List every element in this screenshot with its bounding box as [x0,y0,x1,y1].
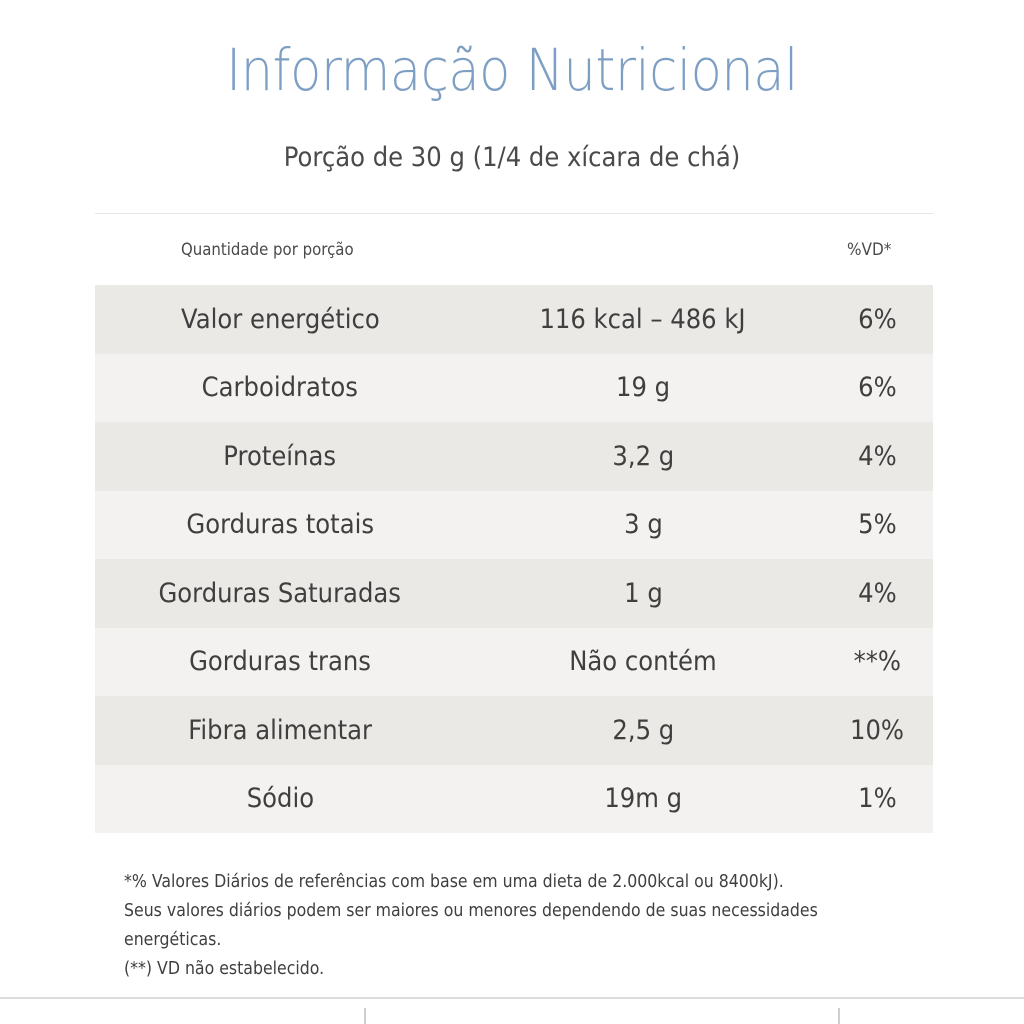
nutrient-amount: 3 g [623,509,663,541]
nutrient-name: Gorduras trans [189,646,371,678]
nutrient-amount: 1 g [623,577,663,609]
table-row: Proteínas 3,2 g 4% [95,422,933,491]
nutrient-amount: 19m g [604,783,682,815]
table-row: Gorduras totais 3 g 5% [95,490,933,559]
footnote-line: (**) VD não estabelecido. [124,959,325,979]
nutrient-vd: 6% [857,372,897,404]
footnote-line: energéticas. [124,930,222,950]
divider [364,1008,366,1024]
divider [838,1008,840,1024]
table-row: Gorduras trans Não contém **% [95,627,933,696]
daily-value-label: %VD* [847,240,892,260]
nutrient-name: Gorduras totais [186,509,374,541]
nutrient-vd: 10% [849,714,904,746]
nutrient-vd: 5% [857,509,897,541]
table-row: Sódio 19m g 1% [95,764,933,833]
nutrient-vd: 6% [857,303,897,335]
nutrient-amount: 116 kcal – 486 kJ [539,303,747,335]
page-title: Informação Nutricional [226,36,798,104]
table-row: Carboidratos 19 g 6% [95,353,933,422]
table-row: Valor energético 116 kcal – 486 kJ 6% [95,285,933,354]
nutrient-name: Fibra alimentar [188,714,372,746]
nutrient-amount: 3,2 g [612,440,674,472]
nutrient-vd: 1% [857,783,897,815]
nutrient-vd: 4% [857,440,897,472]
table-header: Quantidade por porção %VD* [95,236,933,268]
nutrient-name: Proteínas [223,440,337,472]
table-row: Gorduras Saturadas 1 g 4% [95,559,933,628]
footnote: *% Valores Diários de referências com ba… [124,868,884,984]
table-row: Fibra alimentar 2,5 g 10% [95,696,933,765]
footnote-line: Seus valores diários podem ser maiores o… [124,901,818,921]
footnote-line: *% Valores Diários de referências com ba… [124,872,784,892]
quantity-per-serving-label: Quantidade por porção [181,240,354,260]
nutrient-vd: 4% [857,577,897,609]
divider [95,213,933,214]
nutrient-amount: Não contém [569,646,717,678]
nutrient-name: Carboidratos [201,372,359,404]
nutrient-name: Sódio [246,783,314,815]
nutrient-amount: 2,5 g [612,714,674,746]
nutrition-table: Valor energético 116 kcal – 486 kJ 6% Ca… [95,285,933,833]
divider [0,997,1024,999]
nutrient-name: Gorduras Saturadas [158,577,402,609]
serving-size: Porção de 30 g (1/4 de xícara de chá) [283,142,741,173]
nutrient-vd: **% [853,646,901,678]
nutrient-name: Valor energético [180,303,380,335]
nutrient-amount: 19 g [615,372,671,404]
